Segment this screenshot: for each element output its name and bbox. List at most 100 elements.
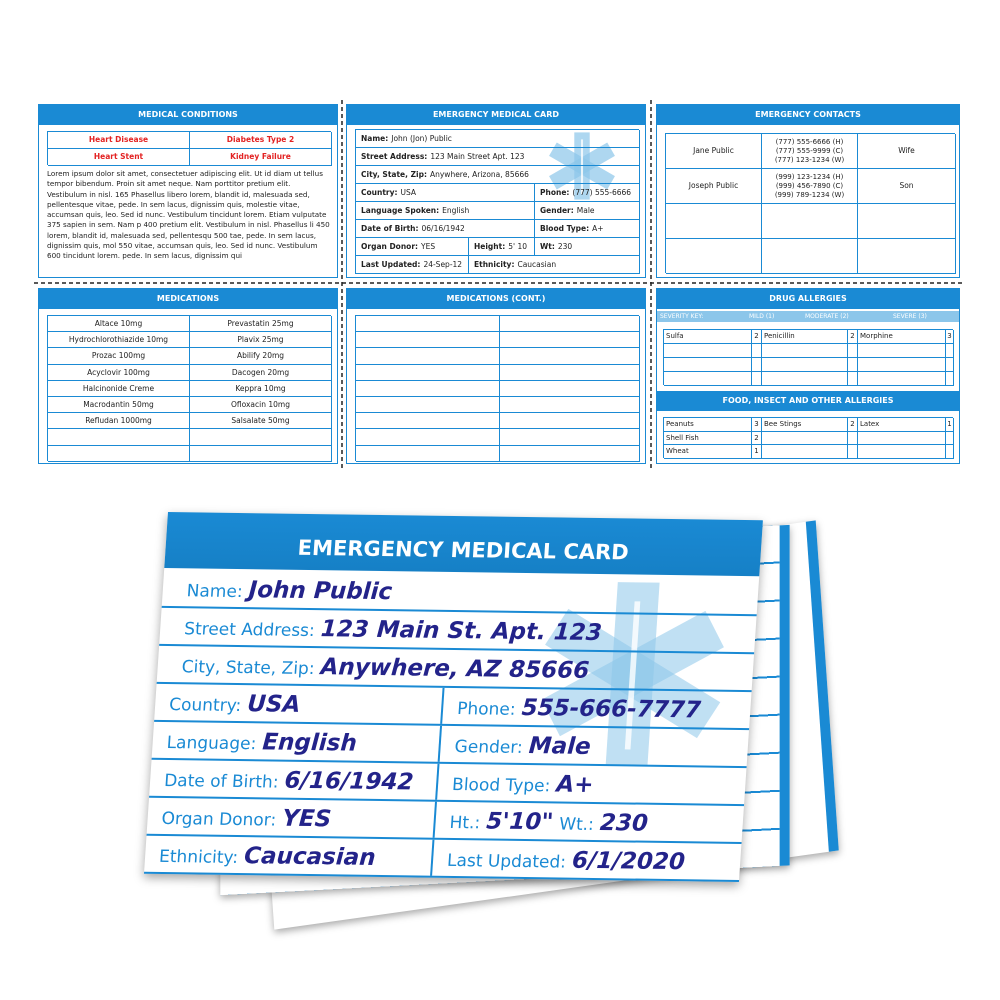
severity: 2 — [850, 420, 855, 428]
field-label: Gender: — [453, 737, 524, 758]
field-value: (777) 555-6666 — [572, 188, 632, 197]
card-field: Phone: (777) 555-6666 — [535, 184, 640, 202]
allergen: Wheat — [666, 447, 689, 455]
table-cell: Ofloxacin 10mg — [190, 397, 332, 414]
field-value: John (Jon) Public — [391, 134, 452, 143]
panel-header: DRUG ALLERGIES — [657, 289, 959, 309]
card-field: Date of Birth: 6/16/1942 — [149, 759, 440, 800]
table-cell — [500, 380, 640, 397]
field-value: 555-666-7777 — [520, 694, 702, 724]
contact-phone: (777) 555-9999 (C) — [775, 147, 844, 155]
table-cell — [848, 445, 858, 459]
field-label: Name: — [361, 134, 389, 143]
table-cell — [500, 316, 640, 333]
table-cell — [858, 372, 946, 386]
table-cell: Macrodantin 50mg — [48, 397, 190, 414]
table-cell — [752, 358, 762, 372]
field-label: Language Spoken: — [361, 206, 440, 215]
card-field: Wt: 230 — [535, 238, 640, 256]
condition: Diabetes Type 2 — [226, 135, 295, 144]
field-value: Male — [527, 733, 592, 760]
contact-relation: Son — [899, 181, 914, 190]
table-cell — [946, 445, 954, 459]
field-value: 5' 10 — [508, 242, 527, 251]
field-label: Last Updated: — [361, 260, 421, 269]
table-cell — [848, 431, 858, 445]
table-cell: 2 — [848, 330, 858, 344]
card-field: Street Address: 123 Main St. Apt. 123 — [159, 608, 756, 652]
field-label: Blood Type: — [451, 775, 551, 797]
medication: Dacogen 20mg — [231, 367, 290, 377]
table-cell — [664, 344, 752, 358]
table-cell — [356, 445, 500, 462]
table-cell — [190, 445, 332, 462]
card-field: Language: English — [151, 721, 443, 762]
contacts-table: Jane Public (777) 555-6666 (H) (777) 555-9… — [665, 133, 956, 274]
table-cell — [356, 380, 500, 397]
card-field: Street Address: 123 Main Street Apt. 123 — [356, 148, 640, 166]
contact-phone: (777) 555-6666 (H) — [775, 138, 844, 146]
severity: 3 — [947, 332, 952, 340]
severity: 2 — [754, 433, 759, 442]
panel-header: MEDICAL CONDITIONS — [39, 105, 337, 125]
medication: Keppra 10mg — [235, 383, 286, 393]
field-value: A+ — [592, 224, 604, 233]
table-cell: Penicillin — [762, 330, 848, 344]
card-field: Ethnicity: Caucasian — [144, 835, 435, 876]
field-label: Height: — [474, 242, 506, 251]
field-value: John Public — [247, 577, 394, 606]
table-cell — [356, 364, 500, 381]
card-field: Blood Type: A+ — [535, 220, 640, 238]
table-cell — [500, 413, 640, 430]
field-value: English — [442, 206, 470, 215]
field-label: Language: — [166, 733, 257, 755]
medication: Refludan 1000mg — [85, 416, 152, 426]
card-field: Organ Donor: YES — [146, 797, 437, 838]
field-label: City, State, Zip: — [361, 170, 427, 179]
field-value: USA — [400, 188, 417, 197]
allergen: Shell Fish — [666, 433, 699, 442]
field-value: Male — [576, 206, 595, 215]
large-card: EMERGENCY MEDICAL CARD Name: John Public St… — [143, 512, 763, 883]
table-cell — [356, 332, 500, 349]
table-cell — [762, 431, 848, 445]
condition: Heart Stent — [93, 152, 144, 161]
severity: 1 — [754, 447, 759, 455]
severity-key-item: SEVERITY KEY: — [660, 313, 704, 320]
field-label: Ethnicity: — [158, 846, 239, 869]
table-cell — [858, 358, 946, 372]
table-cell: Shell Fish — [664, 431, 752, 445]
table-cell: 1 — [946, 418, 954, 432]
table-cell — [356, 348, 500, 365]
field-label: Ethnicity: — [474, 260, 515, 269]
other-allergies-table: Peanuts 3 Bee Stings 2 Latex 1 Shell Fish 2 Whea… — [663, 417, 954, 459]
table-cell: Morphine — [858, 330, 946, 344]
field-value: YES — [421, 242, 436, 251]
conditions-table: Heart Disease Diabetes Type 2 Heart Stent K… — [47, 131, 332, 166]
severity-key-item: MODERATE (2) — [805, 313, 849, 320]
table-cell: Keppra 10mg — [190, 380, 332, 397]
table-cell: Altace 10mg — [48, 316, 190, 333]
panel: MEDICATIONS Altace 10mg Prevastatin 25mg Hy… — [38, 288, 338, 464]
card-field: Last Updated: 24-Sep-12 — [356, 256, 469, 274]
field-label: Street Address: — [361, 152, 428, 161]
field-value: 6/1/2020 — [571, 847, 686, 876]
table-cell: Abilify 20mg — [190, 348, 332, 365]
field-value: 24-Sep-12 — [423, 260, 463, 269]
table-cell: Diabetes Type 2 — [190, 132, 332, 149]
card-field: City, State, Zip: Anywhere, AZ 85666 — [157, 646, 754, 690]
field-value: 123 Main St. Apt. 123 — [319, 616, 603, 647]
card-field: Ethnicity: Caucasian — [469, 256, 640, 274]
contact-phones: (777) 555-6666 (H) (777) 555-9999 (C) (777… — [762, 138, 857, 165]
table-cell: 2 — [848, 418, 858, 432]
card-field: Country: USA — [154, 683, 445, 724]
table-cell: Halcinonide Creme — [48, 380, 190, 397]
table-cell — [946, 372, 954, 386]
card-field: Phone: 555-666-7777 — [442, 688, 751, 728]
severity: 3 — [754, 420, 759, 428]
allergen: Penicillin — [764, 332, 795, 340]
table-cell: 2 — [752, 330, 762, 344]
table-cell — [946, 344, 954, 358]
table-cell: Joseph Public — [666, 169, 762, 204]
